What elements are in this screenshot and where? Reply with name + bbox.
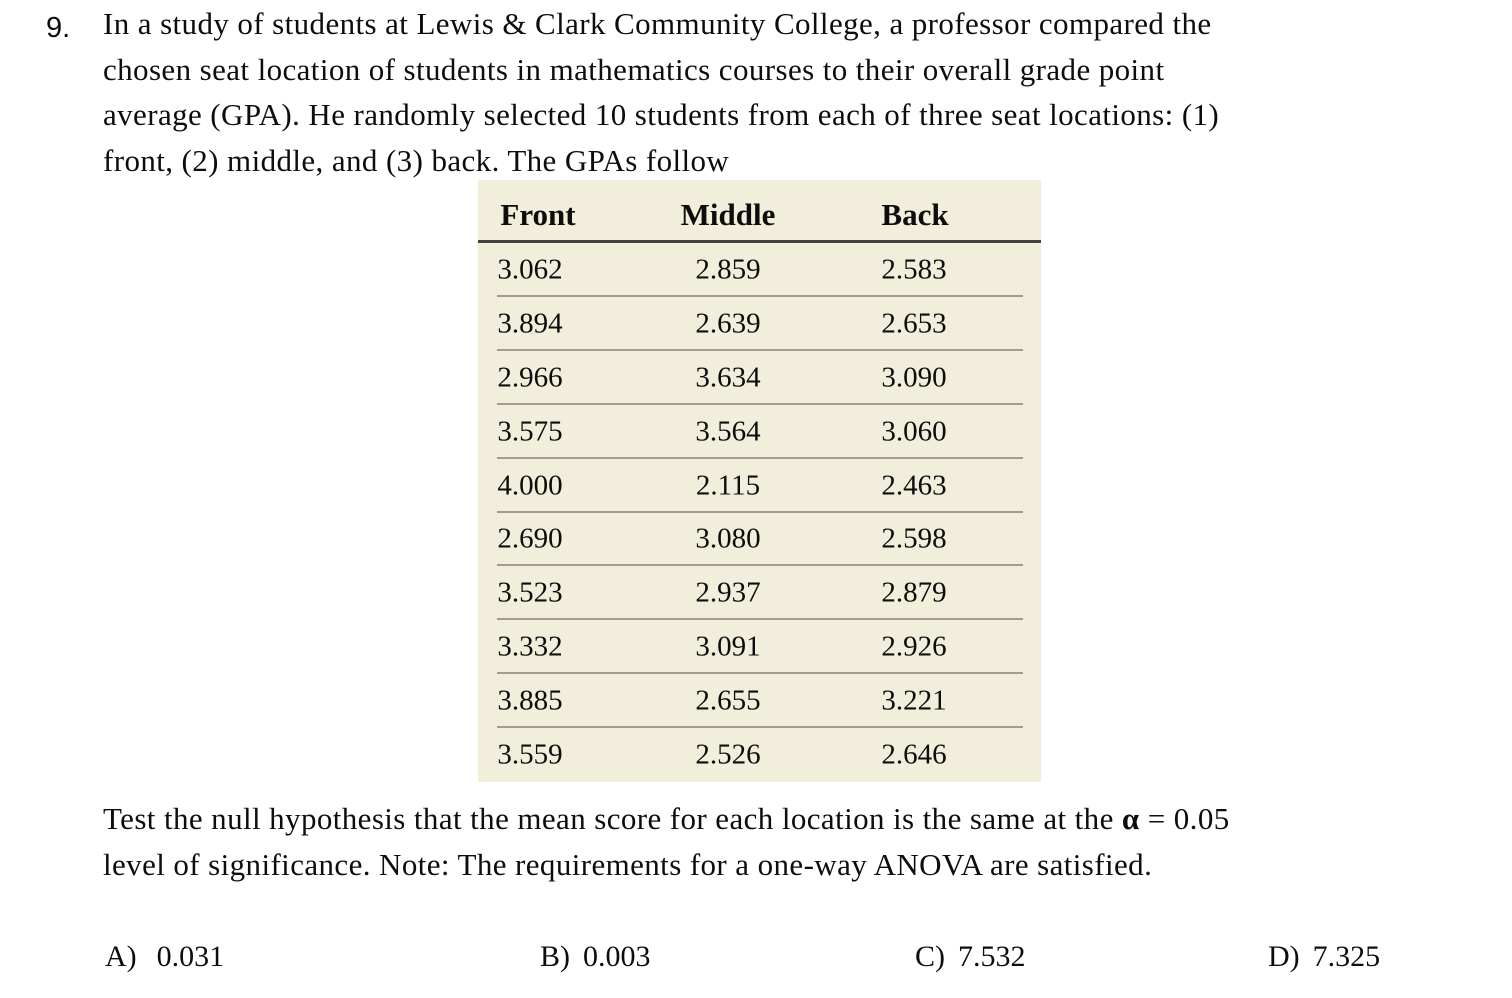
gpa-value: 2.463 (881, 469, 947, 502)
gpa-value: 3.091 (695, 630, 761, 663)
answer-value: 0.003 (583, 940, 651, 973)
gpa-value: 2.966 (497, 361, 563, 394)
gpa-value: 3.060 (881, 415, 947, 448)
gpa-value: 2.598 (881, 522, 947, 555)
gpa-value: 2.583 (881, 253, 947, 286)
column-header-back: Back (881, 197, 949, 232)
answer-option-c[interactable]: C) 7.532 (915, 936, 1026, 978)
gpa-table-header: Front Middle Back (478, 180, 1041, 243)
gpa-value: 3.062 (497, 253, 563, 286)
gpa-value: 3.221 (881, 684, 947, 717)
table-row: 3.062 2.859 2.583 (478, 243, 1041, 297)
table-row: 3.332 3.091 2.926 (478, 620, 1041, 675)
answer-value: 7.325 (1312, 940, 1381, 973)
gpa-value: 2.115 (695, 469, 761, 502)
table-row: 3.575 3.564 3.060 (478, 405, 1041, 459)
gpa-value: 2.937 (695, 576, 761, 609)
answer-value: 0.031 (156, 940, 225, 973)
gpa-value: 3.559 (497, 738, 563, 771)
question-text: In a study of students at Lewis & Clark … (103, 1, 1219, 183)
gpa-value: 2.879 (881, 576, 947, 609)
answer-label: A) (105, 940, 137, 973)
gpa-value: 3.090 (881, 361, 947, 394)
gpa-value: 3.885 (497, 684, 563, 717)
answer-option-b[interactable]: B) 0.003 (540, 936, 651, 978)
answer-options: A) 0.031 B) 0.003 C) 7.532 D) 7.325 (0, 936, 1512, 982)
gpa-value: 2.926 (881, 630, 947, 663)
answer-label: C) (915, 940, 945, 973)
gpa-value: 2.526 (695, 738, 761, 771)
gpa-value: 4.000 (497, 469, 563, 502)
gpa-value: 3.564 (695, 415, 761, 448)
column-header-front: Front (500, 197, 576, 232)
table-row: 3.559 2.526 2.646 (478, 728, 1041, 782)
answer-label: D) (1268, 940, 1300, 973)
table-row: 3.523 2.937 2.879 (478, 566, 1041, 621)
table-row: 3.885 2.655 3.221 (478, 674, 1041, 729)
instruction-text-before-alpha: Test the null hypothesis that the mean s… (103, 801, 1122, 836)
gpa-value: 3.575 (497, 415, 563, 448)
gpa-value: 2.639 (695, 307, 761, 340)
answer-value: 7.532 (958, 940, 1026, 973)
gpa-value: 3.634 (695, 361, 761, 394)
gpa-value: 2.859 (695, 253, 761, 286)
gpa-table-body: 3.062 2.859 2.583 3.894 2.639 2.653 2.966 3.634… (478, 243, 1041, 782)
gpa-value: 3.523 (497, 576, 563, 609)
gpa-value: 3.332 (497, 630, 563, 663)
question-text-line: In a study of students at Lewis & Clark … (103, 6, 1212, 41)
instruction-text-after-alpha: = 0.05 (1139, 801, 1230, 836)
gpa-value: 2.653 (881, 307, 947, 340)
instruction-line-1: Test the null hypothesis that the mean s… (103, 796, 1230, 842)
question-text-line: front, (2) middle, and (3) back. The GPA… (103, 142, 730, 178)
gpa-value: 2.655 (695, 684, 761, 717)
answer-option-d[interactable]: D) 7.325 (1268, 936, 1380, 978)
question-text-line: chosen seat location of students in math… (103, 51, 1165, 87)
table-row: 3.894 2.639 2.653 (478, 297, 1041, 351)
gpa-value: 3.080 (695, 522, 761, 555)
gpa-value: 2.646 (881, 738, 947, 771)
table-row: 2.690 3.080 2.598 (478, 513, 1041, 567)
gpa-value: 2.690 (497, 522, 563, 555)
table-row: 4.000 2.115 2.463 (478, 459, 1041, 513)
answer-label: B) (540, 940, 570, 973)
answer-option-a[interactable]: A) 0.031 (105, 936, 224, 978)
column-header-middle: Middle (680, 197, 776, 232)
gpa-table: Front Middle Back 3.062 2.859 2.583 3.894 2.… (478, 180, 1041, 782)
instruction-line-2: level of significance. Note: The require… (103, 846, 1153, 882)
gpa-value: 3.894 (497, 307, 563, 340)
question-text-line: average (GPA). He randomly selected 10 s… (103, 97, 1220, 132)
question-number: 9. (46, 12, 71, 44)
hypothesis-instruction: Test the null hypothesis that the mean s… (103, 796, 1230, 887)
table-row: 2.966 3.634 3.090 (478, 351, 1041, 405)
alpha-symbol: α (1121, 801, 1140, 836)
